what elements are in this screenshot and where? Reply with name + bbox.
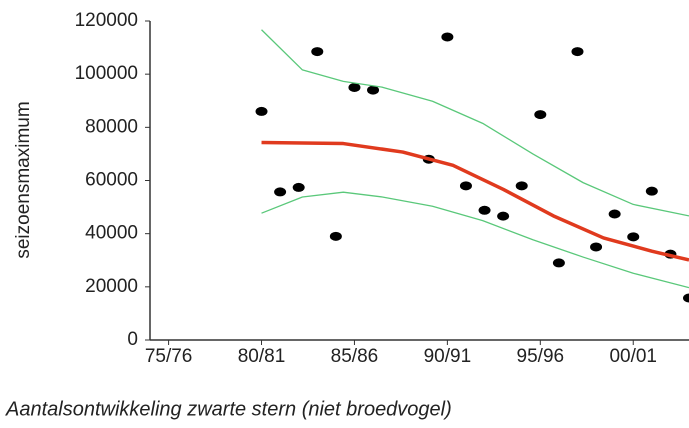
trend-line — [261, 140, 689, 262]
data-point — [459, 181, 472, 191]
data-point — [552, 258, 565, 268]
data-point — [255, 106, 268, 116]
x-tick-label: 90/91 — [424, 346, 472, 367]
y-tick-label: 100000 — [75, 63, 138, 84]
data-point — [590, 242, 603, 252]
data-point — [441, 32, 454, 42]
y-tick-label: 60000 — [85, 170, 138, 191]
data-point — [274, 187, 287, 197]
x-tick-label: 80/81 — [238, 346, 286, 367]
data-point — [571, 47, 584, 57]
x-tick-label: 00/01 — [609, 346, 657, 367]
x-tick-label: 85/86 — [331, 346, 379, 367]
data-point — [292, 182, 305, 192]
data-point — [645, 186, 658, 196]
data-point — [348, 82, 361, 92]
x-tick-label: 95/96 — [517, 346, 565, 367]
data-point — [515, 181, 528, 191]
y-axis-label: seizoensmaximum — [13, 101, 34, 258]
confidence-band — [261, 191, 689, 289]
x-tick-label: 75/76 — [145, 346, 193, 367]
data-point — [329, 231, 342, 241]
data-point — [367, 85, 380, 95]
y-tick-label: 40000 — [85, 223, 138, 244]
data-point — [534, 110, 547, 120]
data-point — [497, 211, 510, 221]
data-point — [311, 47, 324, 57]
data-point — [608, 209, 621, 219]
y-tick-label: 0 — [127, 329, 138, 350]
confidence-band — [261, 29, 689, 217]
y-tick-label: 80000 — [85, 116, 138, 137]
data-point — [683, 293, 689, 303]
y-tick-label: 120000 — [75, 10, 138, 31]
y-tick-label: 20000 — [85, 276, 138, 297]
caption: Aantalsontwikkeling zwarte stern (niet b… — [5, 398, 452, 420]
data-point — [478, 205, 491, 215]
data-point — [627, 232, 640, 242]
